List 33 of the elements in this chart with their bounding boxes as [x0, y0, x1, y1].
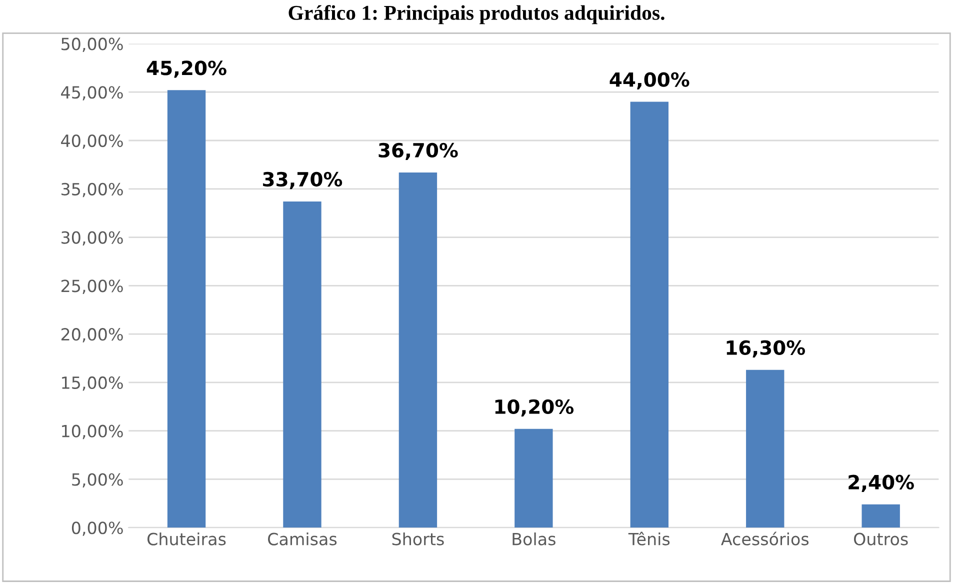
data-label: 36,70%: [378, 142, 458, 160]
x-tick-label: Shorts: [392, 532, 444, 546]
bar: [746, 370, 784, 528]
y-tick-label: 25,00%: [61, 280, 123, 294]
y-tick-label: 45,00%: [61, 86, 123, 100]
bar: [514, 428, 553, 528]
y-tick-label: 30,00%: [62, 231, 123, 246]
data-label: 33,70%: [263, 172, 342, 190]
y-tick-label: 20,00%: [61, 328, 123, 342]
data-label: 10,20%: [495, 399, 574, 417]
x-tick-label: Tênis: [628, 532, 670, 546]
x-tick-label: Acessórios: [721, 532, 809, 546]
bar: [167, 90, 206, 528]
y-tick-label: 50,00%: [62, 38, 123, 52]
chart-title: Gráfico 1: Principais produtos adquiridos.: [288, 5, 664, 24]
y-tick-label: 5,00%: [72, 473, 123, 488]
y-tick-label: 15,00%: [62, 376, 123, 391]
y-tick-label: 10,00%: [62, 424, 123, 440]
x-tick-label: Outros: [854, 532, 908, 546]
data-label: 45,20%: [146, 60, 226, 78]
bar: [398, 172, 438, 528]
bar: [283, 201, 322, 528]
data-label: 2,40%: [848, 474, 914, 492]
y-tick-label: 0,00%: [72, 522, 123, 536]
bar: [862, 504, 900, 528]
y-tick-label: 35,00%: [62, 182, 123, 198]
bar: [630, 102, 668, 528]
data-label: 16,30%: [726, 340, 805, 358]
data-label: 44,00%: [610, 72, 690, 90]
x-tick-label: Camisas: [268, 532, 337, 546]
x-tick-label: Bolas: [512, 532, 556, 546]
x-tick-label: Chuteiras: [147, 532, 226, 546]
y-tick-label: 40,00%: [61, 134, 123, 149]
